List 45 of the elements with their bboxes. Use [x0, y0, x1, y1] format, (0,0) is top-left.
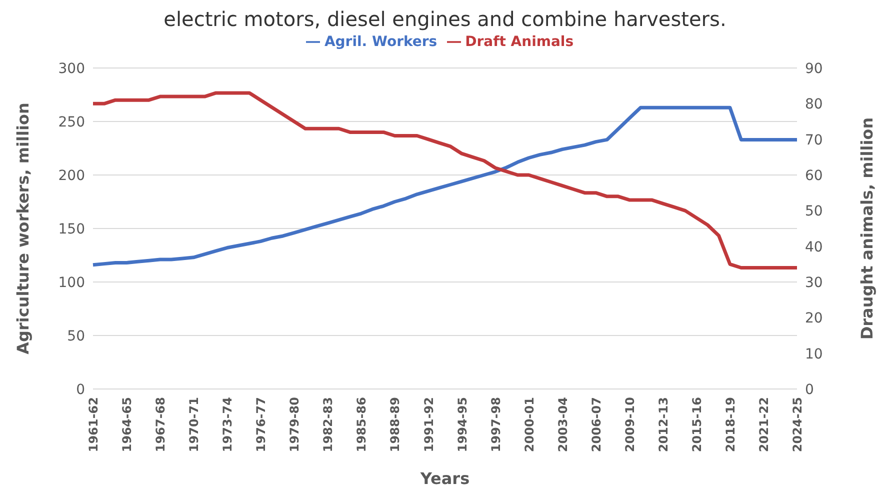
x-tick-label: 1967-68: [154, 397, 168, 452]
x-tick-label: 2015-16: [690, 397, 704, 452]
x-tick-label: 2000-01: [522, 397, 536, 452]
x-tick-label: 1964-65: [120, 397, 134, 452]
y2-axis-title: Draught animals, million: [858, 117, 877, 340]
y-tick-label: 100: [58, 274, 85, 291]
x-tick-label: 2012-13: [656, 397, 670, 452]
y2-tick-label: 30: [805, 274, 823, 291]
y2-tick-label: 60: [805, 168, 823, 184]
y2-tick-label: 20: [805, 310, 823, 327]
x-tick-label: 1976-77: [254, 397, 268, 452]
x-tick-label: 1994-95: [455, 397, 470, 452]
legend-label: Draft Animals: [465, 34, 574, 50]
x-tick-label: 2018-19: [723, 397, 738, 452]
x-tick-label: 1997-98: [488, 397, 503, 452]
y-tick-label: 200: [58, 168, 85, 184]
y-axis-title: Agriculture workers, million: [14, 102, 33, 354]
y2-tick-label: 80: [805, 96, 823, 113]
y2-tick-label: 70: [805, 132, 823, 148]
x-tick-label: 1985-86: [354, 397, 369, 452]
chart-title: electric motors, diesel engines and combine harvesters.: [162, 7, 728, 31]
y-tick-label: 300: [58, 60, 85, 77]
y2-tick-label: 40: [805, 239, 823, 256]
x-tick-label: 2003-04: [556, 397, 570, 452]
y-tick-label: 50: [67, 328, 85, 344]
y-tick-label: 150: [58, 221, 85, 238]
x-tick-label: 2009-10: [622, 397, 637, 452]
x-tick-label: 2021-22: [756, 397, 771, 452]
y-tick-label: 0: [76, 382, 85, 398]
x-tick-label: 1961-62: [86, 397, 101, 452]
x-axis-title: Years: [419, 469, 470, 488]
legend-label: Agril. Workers: [324, 34, 438, 50]
y2-tick-label: 50: [805, 204, 823, 220]
x-tick-label: 1982-83: [321, 397, 336, 452]
y2-tick-label: 0: [805, 382, 814, 398]
y2-tick-label: 10: [805, 346, 823, 362]
y-tick-label: 250: [58, 114, 85, 130]
x-tick-label: 2024-25: [790, 397, 805, 452]
x-tick-label: 1979-80: [288, 397, 302, 452]
x-tick-label: 2006-07: [589, 397, 604, 452]
x-tick-label: 1973-74: [220, 397, 235, 452]
y2-tick-label: 90: [805, 60, 823, 77]
x-tick-label: 1970-71: [187, 397, 202, 452]
x-tick-label: 1991-92: [422, 397, 436, 452]
x-tick-label: 1988-89: [388, 397, 402, 452]
